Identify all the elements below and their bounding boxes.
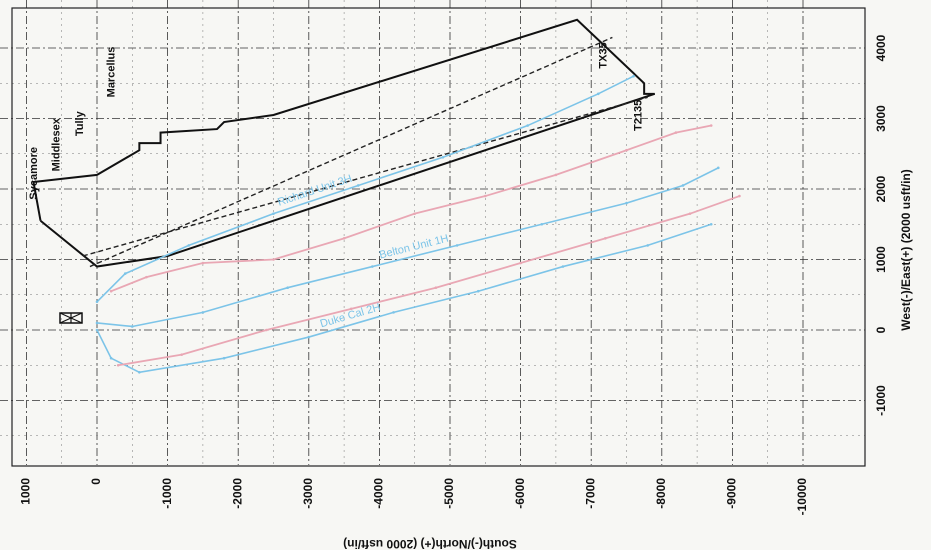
series-point	[455, 244, 459, 247]
series-point	[709, 222, 713, 226]
series-point	[540, 222, 544, 226]
x-tick-label: 0	[89, 478, 103, 485]
series-point	[109, 289, 113, 293]
series-point	[145, 275, 148, 279]
y-tick-label: 2000	[874, 175, 888, 202]
series-point	[265, 328, 268, 332]
x-tick-label: -5000	[442, 478, 456, 509]
x-tick-label: -3000	[301, 478, 315, 509]
series-point	[632, 74, 635, 78]
series-point	[222, 356, 226, 360]
series-point	[95, 328, 99, 332]
y-tick-label: 4000	[874, 34, 888, 61]
x-tick-label: -2000	[230, 478, 244, 509]
series-point	[554, 173, 558, 177]
series-point	[604, 237, 607, 240]
series-point	[434, 286, 438, 290]
y-axis-label: West(-)/East(+) (2000 usft/in)	[899, 169, 913, 330]
series-point	[131, 325, 134, 328]
series-point	[201, 261, 205, 265]
series-point	[625, 148, 628, 152]
formation-label: Marcellus	[106, 47, 118, 98]
x-axis-label: South(-)/North(+) (2000 usft/in)	[343, 537, 517, 550]
series-point	[625, 201, 628, 205]
formation-label: Tully	[74, 110, 86, 136]
target-label: T2135	[633, 100, 645, 131]
series-point	[413, 212, 417, 215]
series-point	[109, 356, 113, 360]
x-tick-label: -6000	[513, 478, 527, 509]
series-group	[95, 74, 741, 374]
plot-frame	[11, 7, 866, 467]
series-point	[349, 307, 353, 311]
x-tick-label: -10000	[795, 478, 809, 516]
rig-icon	[59, 312, 83, 324]
series-point	[596, 92, 600, 96]
series-point	[371, 265, 374, 268]
series-point	[272, 258, 275, 261]
series-point	[688, 212, 692, 215]
series-point	[180, 353, 184, 356]
series-point	[201, 311, 205, 314]
series-point	[123, 272, 127, 275]
series-point	[709, 124, 713, 127]
series-line-2	[96, 223, 712, 374]
series-point	[441, 155, 445, 159]
series-point	[138, 371, 141, 374]
series-point	[519, 261, 522, 265]
series-point	[342, 237, 346, 240]
tick-labels: 1000 0 -1000 -2000 -3000 -4000 -5000 -6000 -7000…	[19, 34, 889, 515]
series-point	[526, 124, 529, 127]
series-point	[646, 244, 649, 247]
series-point	[286, 286, 289, 290]
series-point	[272, 212, 275, 215]
plan-outline	[32, 18, 656, 268]
series-point	[561, 265, 565, 268]
series-point	[187, 244, 191, 247]
y-tick-label: 0	[874, 326, 888, 333]
x-tick-label: -1000	[160, 478, 174, 509]
series-point	[116, 363, 120, 367]
x-tick-label: -8000	[654, 478, 668, 509]
series-point	[95, 321, 99, 325]
formation-label: Middlesex	[51, 117, 63, 171]
series-point	[674, 131, 678, 134]
series-point	[738, 194, 741, 198]
series-point	[681, 184, 685, 187]
x-tick-label: -9000	[725, 478, 739, 509]
target-line	[89, 36, 613, 268]
series-point	[356, 184, 360, 187]
formation-label: Sycamore	[28, 147, 40, 200]
target-line	[82, 96, 648, 257]
series-line-1	[96, 167, 719, 328]
series-point	[307, 335, 311, 339]
y-tick-label: -1000	[874, 385, 888, 416]
series-point	[476, 289, 480, 293]
x-tick-label: 1000	[19, 478, 33, 505]
formation-labels: Sycamore Middlesex Tully Marcellus	[28, 47, 118, 200]
lease-boundary-outline	[32, 18, 656, 268]
y-tick-label: 3000	[874, 105, 888, 132]
x-tick-label: -7000	[583, 478, 597, 509]
series-point	[716, 166, 720, 170]
y-tick-label: 1000	[874, 246, 888, 273]
target-label: TX35	[597, 42, 609, 68]
series-point	[392, 311, 395, 314]
series-point	[95, 300, 99, 304]
series-point	[484, 194, 487, 198]
x-tick-label: -4000	[372, 478, 386, 509]
